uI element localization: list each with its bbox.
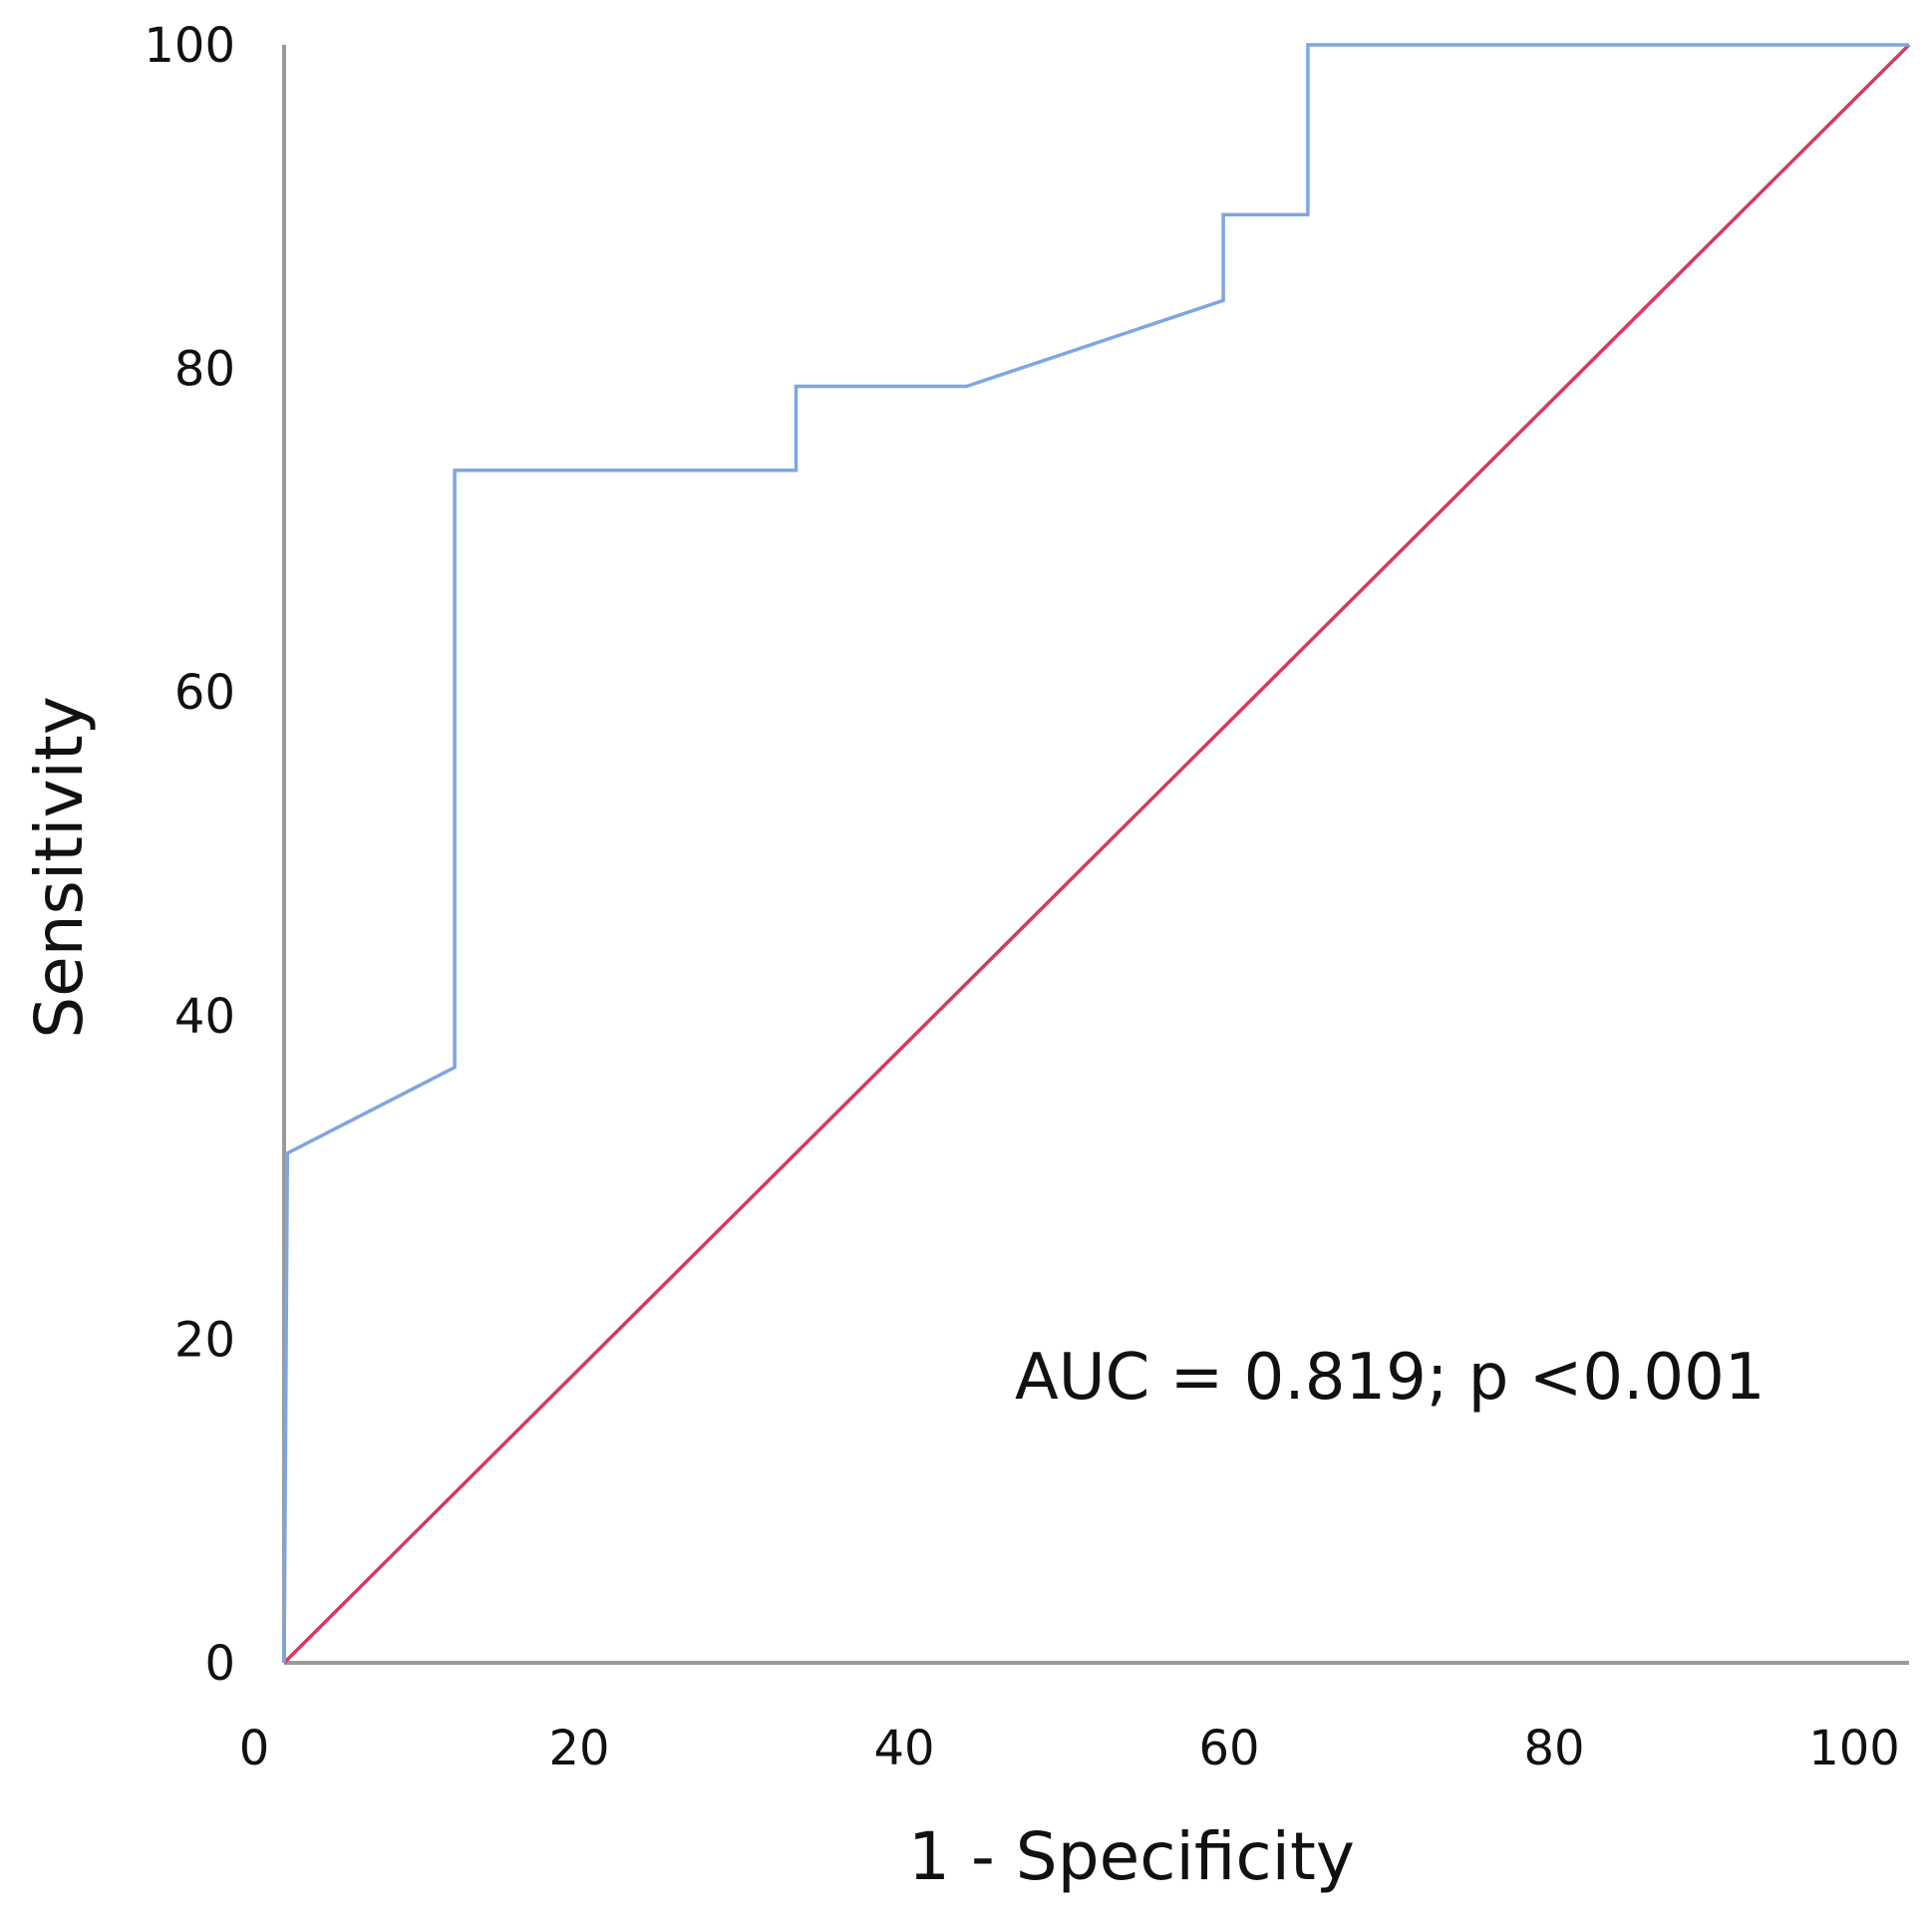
y-tick-label: 100 [144,18,235,74]
y-tick-label: 80 [174,342,235,398]
y-tick-label: 40 [174,989,235,1045]
series [282,43,1911,1665]
x-tick-label: 100 [1808,1721,1900,1776]
y-tick-label: 20 [174,1312,235,1368]
tick-labels: 0 20 40 60 80 100 0 20 40 60 80 100 [144,18,1899,1776]
x-tick-label: 80 [1523,1721,1584,1776]
reference-diagonal-line [282,43,1911,1665]
y-tick-label: 0 [204,1636,235,1692]
y-axis-title: Sensitivity [21,696,98,1039]
roc-curve-line [282,43,1909,1664]
x-tick-label: 0 [239,1721,270,1776]
x-tick-label: 40 [873,1721,934,1776]
y-tick-label: 60 [174,665,235,721]
x-tick-label: 20 [548,1721,609,1776]
x-tick-label: 60 [1198,1721,1259,1776]
x-axis-title: 1 - Specificity [908,1818,1355,1895]
auc-annotation: AUC = 0.819; p <0.001 [1015,1341,1766,1415]
